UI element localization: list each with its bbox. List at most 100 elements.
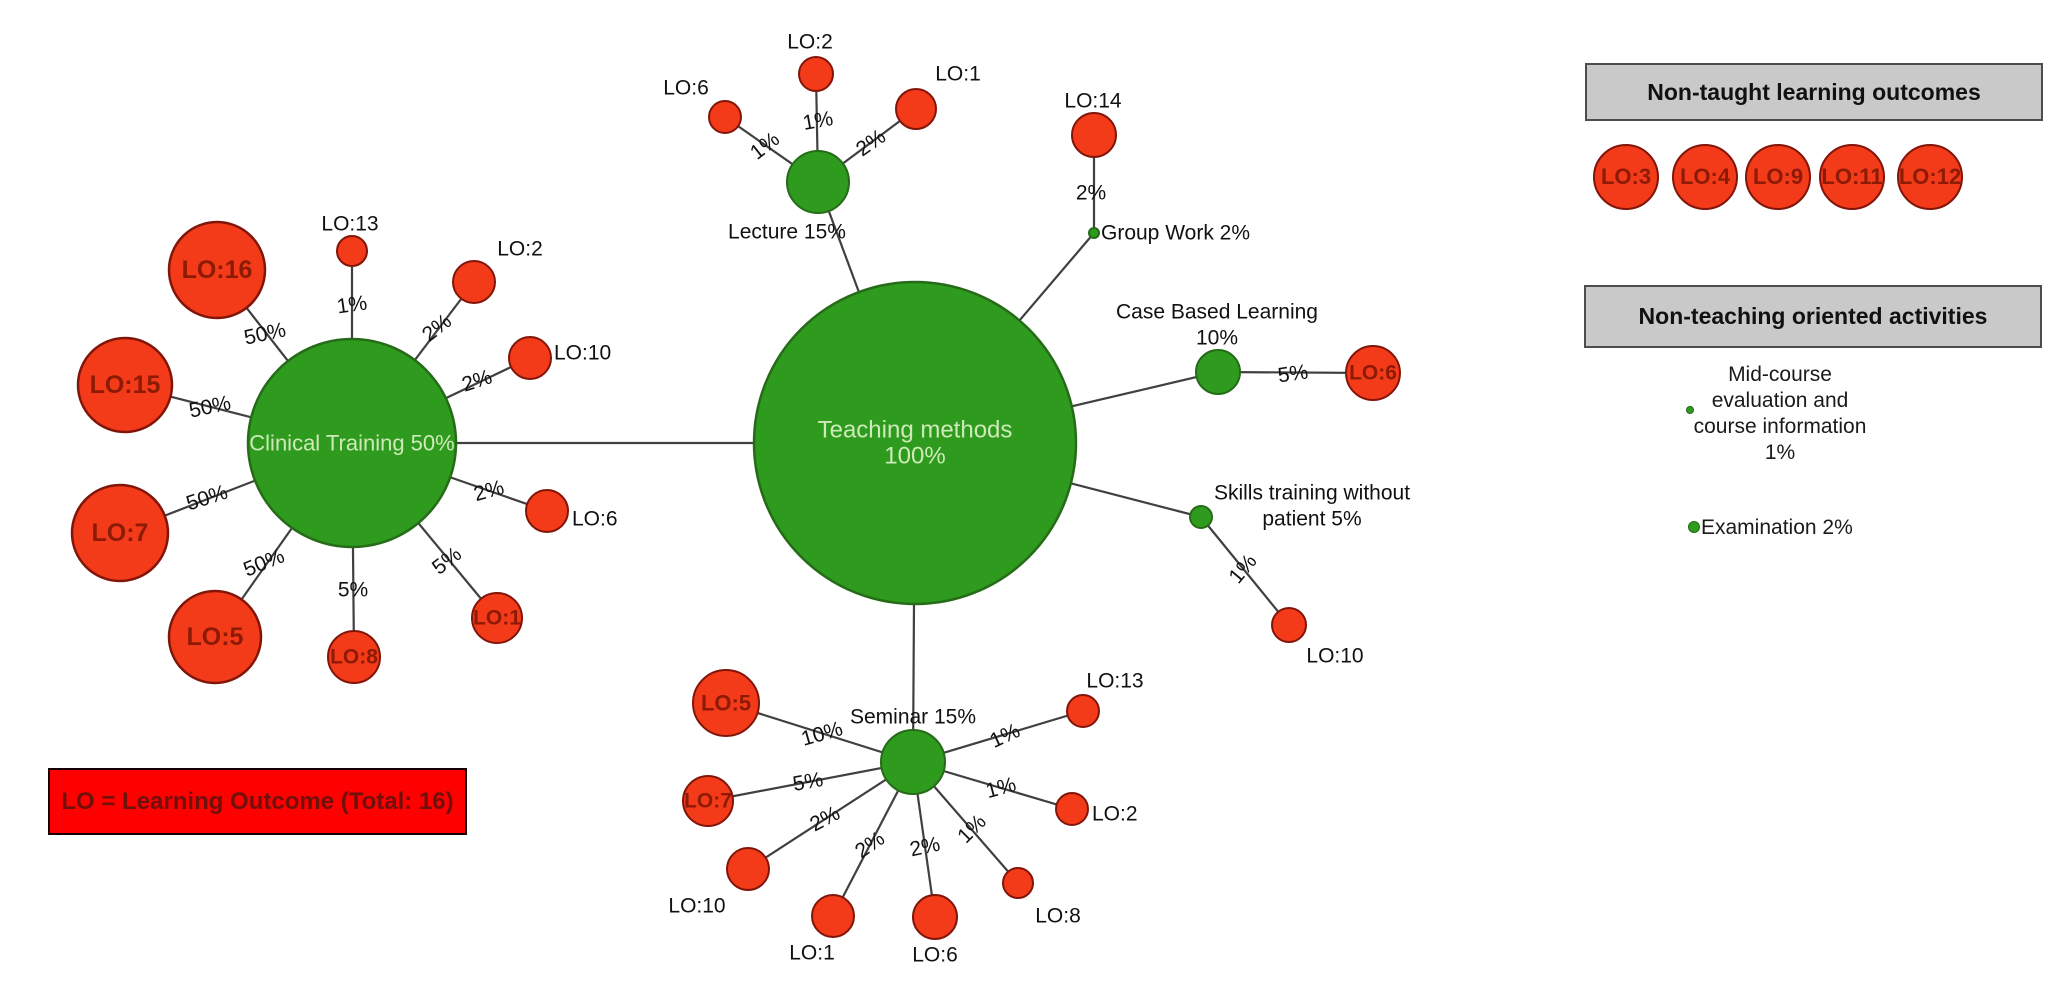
node-label-sk-lo10: LO:10 [1306,645,1363,668]
node-label-cbl: Case Based Learning [1116,301,1318,324]
node-gw-lo14-outcome-circle [1071,112,1117,158]
node-cl-lo8-outcome-circle [327,630,381,684]
node-lecture-hub-circle [786,150,850,214]
node-label-sem-lo1: LO:1 [789,942,835,965]
examination-label: Examination 2% [1701,516,1853,539]
node-cl-lo13-outcome-circle [336,235,368,267]
node-label-lecture: Lecture 15% [728,221,846,244]
node-label-groupwork: Group Work 2% [1101,222,1250,245]
node-label-sem-lo7: LO:7 [684,790,732,813]
node-groupwork-hub-circle [1088,227,1100,239]
node-label-cl-lo2: LO:2 [497,238,543,261]
node-label-cl-lo13: LO:13 [321,213,378,236]
legend-outcome-circle-lo4: LO:4 [1672,144,1738,210]
examination-entry: Examination 2% [1701,516,1853,540]
node-clinical-hub-circle [246,337,458,549]
lo-definition-note: LO = Learning Outcome (Total: 16) [48,768,467,835]
edge-label-clinical-cl-lo15: 50% [187,391,233,422]
node-sem-lo1-outcome-circle [811,894,855,938]
legend-outcome-label: LO:3 [1600,164,1652,189]
node-label-skills: patient 5% [1262,508,1361,531]
edge-label-seminar-sem-lo5: 10% [799,717,846,751]
node-cl-lo1-outcome-circle [471,592,523,644]
midcourse-line: evaluation and [1711,389,1849,412]
node-cl-lo10-outcome-circle [508,336,552,380]
legend-outcome-circle-lo9: LO:9 [1745,144,1811,210]
legend-outcome-label: LO:4 [1679,164,1731,189]
edge-label-seminar-sem-lo7: 5% [791,768,825,796]
legend-outcome-circle-lo12: LO:12 [1897,144,1963,210]
edge-label-seminar-sem-lo13: 1% [986,719,1023,753]
legend-outcome-label: LO:12 [1898,164,1962,189]
node-cl-lo7-outcome-circle [70,483,170,583]
node-label-sem-lo5: LO:5 [701,691,751,716]
node-sem-lo6-outcome-circle [912,894,958,940]
node-lec-lo2-outcome-circle [798,56,834,92]
edge-label-seminar-sem-lo2: 1% [983,773,1018,803]
midcourse-line: Mid-course [1728,363,1832,386]
node-cbl-hub-circle [1195,349,1241,395]
node-seminar-hub-circle [880,729,946,795]
legend-nonteaching-title: Non-teaching oriented activities [1638,303,1988,329]
node-label-sem-lo2: LO:2 [1092,803,1138,826]
edge-label-cbl-cbl-lo6: 5% [1276,360,1309,387]
midcourse-entry: Mid-course evaluation and course informa… [1660,362,1900,466]
edge-label-skills-sk-lo10: 1% [1224,550,1261,588]
node-label-cl-lo6: LO:6 [572,508,618,531]
edge-seminar-sem-lo7 [707,760,914,803]
node-cl-lo15-outcome-circle [76,336,174,434]
edge-label-clinical-cl-lo5: 50% [240,544,288,581]
node-label-cl-lo8: LO:8 [330,646,378,669]
node-label-sem-lo8: LO:8 [1035,905,1081,928]
edge-label-lecture-lec-lo6: 1% [746,128,784,165]
node-label-sem-lo10: LO:10 [668,895,725,918]
node-label-cl-lo1: LO:1 [473,607,521,630]
node-sem-lo2-outcome-circle [1055,792,1089,826]
node-sk-lo10-outcome-circle [1271,607,1307,643]
node-lec-lo6-outcome-circle [708,100,742,134]
node-label-cl-lo5: LO:5 [187,623,244,651]
edge-label-clinical-cl-lo16: 50% [242,318,288,349]
node-label-sem-lo6: LO:6 [912,944,958,967]
node-cl-lo16-outcome-circle [167,220,267,320]
legend-outcome-label: LO:9 [1752,164,1804,189]
edge-label-clinical-cl-lo13: 1% [335,291,368,318]
legend-outcome-label: LO:11 [1821,164,1883,189]
node-label-lec-lo2: LO:2 [787,31,833,54]
node-skills-hub-circle [1189,505,1213,529]
edge-label-lecture-lec-lo2: 1% [801,107,835,135]
node-label-cl-lo16: LO:16 [182,256,253,284]
node-label-teaching: Teaching methods [818,417,1013,444]
edge-label-lecture-lec-lo1: 2% [852,125,890,161]
node-label-teaching: 100% [884,443,945,470]
node-label-cbl: 10% [1196,327,1238,350]
node-label-cl-lo7: LO:7 [92,519,149,547]
examination-dot-icon [1688,521,1700,533]
lo-definition-text: LO = Learning Outcome (Total: 16) [61,787,454,815]
edge-skills-sk-lo10 [1200,516,1290,626]
node-label-cl-lo15: LO:15 [90,371,161,399]
legend-nonteaching-header: Non-teaching oriented activities [1584,285,2042,348]
node-label-gw-lo14: LO:14 [1064,90,1122,113]
node-sem-lo13-outcome-circle [1066,694,1100,728]
node-label-seminar: Seminar 15% [850,706,976,729]
node-sem-lo10-outcome-circle [726,847,770,891]
midcourse-dot-icon [1686,406,1694,414]
legend-outcome-circle-lo3: LO:3 [1593,144,1659,210]
midcourse-line: course information [1693,415,1867,438]
node-sem-lo7-outcome-circle [682,775,734,827]
node-label-lec-lo1: LO:1 [935,63,981,86]
node-cl-lo5-outcome-circle [167,589,263,685]
legend-nontaught-header: Non-taught learning outcomes [1585,63,2043,121]
edge-label-seminar-sem-lo1: 2% [851,827,889,863]
node-lec-lo1-outcome-circle [895,88,937,130]
edge-label-clinical-cl-lo2: 2% [418,310,456,347]
node-label-lec-lo6: LO:6 [663,77,709,100]
edge-label-clinical-cl-lo8: 5% [338,579,368,602]
midcourse-line: 1% [1764,441,1796,464]
edge-label-clinical-cl-lo10: 2% [459,365,495,396]
node-label-sem-lo13: LO:13 [1086,670,1143,693]
legend-nontaught-title: Non-taught learning outcomes [1647,78,1981,105]
node-teaching-hub-circle [752,280,1078,606]
